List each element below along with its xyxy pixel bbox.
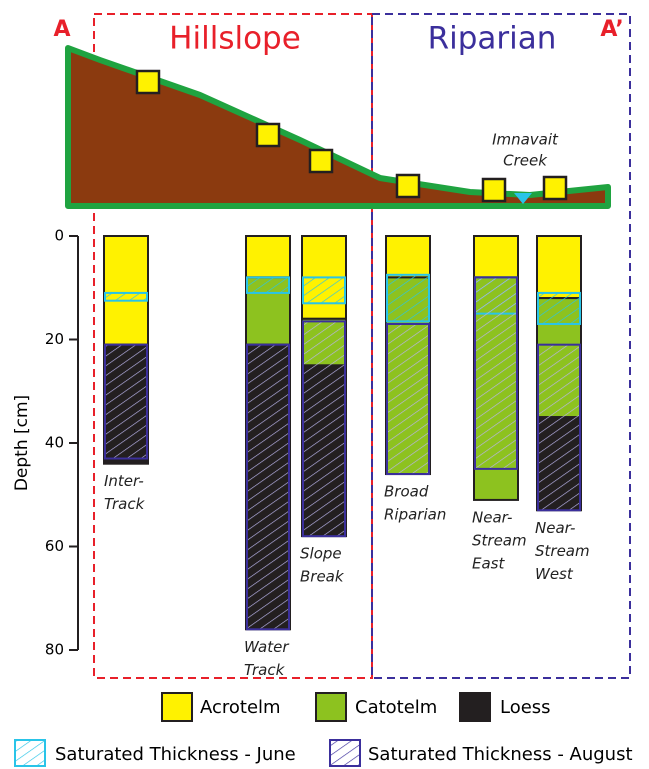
soil-layer (103, 235, 149, 346)
y-tick-label: 60 (45, 537, 64, 555)
saturated-thickness (104, 291, 148, 302)
legend-label: Catotelm (355, 697, 437, 718)
soil-layer (245, 235, 291, 279)
saturated-thickness (386, 322, 430, 476)
sites (135, 69, 568, 203)
y-tick-label: 0 (54, 227, 64, 245)
label-a-prime: A’ (600, 17, 623, 42)
legend-swatch (14, 739, 46, 767)
profile-label: East (472, 554, 505, 572)
soil-layer (473, 235, 519, 279)
profile-label: Slope (300, 545, 342, 563)
hillslope-box (93, 13, 373, 679)
profile-label: Broad (384, 483, 429, 501)
saturated-thickness (246, 276, 290, 294)
water-table (514, 193, 532, 204)
site (308, 148, 334, 174)
profile-label: Near- (535, 519, 575, 537)
profile-label: Inter- (104, 472, 144, 490)
hillslope-title: Hillslope (169, 21, 301, 57)
site (255, 122, 281, 148)
saturated-thickness (302, 276, 346, 305)
site (135, 69, 161, 95)
riparian-box (371, 13, 631, 679)
legend-swatch (329, 739, 361, 767)
y-tick-label: 20 (45, 330, 64, 348)
y-axis-title: Depth [cm] (12, 395, 32, 491)
hillslope-profile (65, 45, 611, 209)
site (542, 175, 568, 201)
saturated-thickness (104, 343, 148, 460)
saturated-thickness (537, 343, 581, 512)
saturated-thickness (474, 276, 518, 470)
legend-swatch (161, 692, 193, 722)
creek-label: Imnavait (492, 131, 559, 149)
site (481, 177, 507, 203)
profile-label: Stream (472, 531, 527, 549)
saturated-thickness (386, 273, 430, 323)
y-tick-label: 40 (45, 434, 64, 452)
legend-label: Saturated Thickness - June (55, 744, 296, 765)
y-tick-label: 80 (45, 641, 64, 659)
profile-label: Near- (472, 508, 512, 526)
profile-label: Water (244, 638, 289, 656)
riparian-title: Riparian (428, 21, 557, 57)
legend-swatch (315, 692, 347, 722)
profile-label: Track (244, 661, 286, 679)
profile-label: Riparian (384, 506, 446, 524)
saturated-thickness (246, 343, 290, 631)
profile-label: West (535, 565, 574, 583)
profile-label: Track (104, 495, 146, 513)
saturated-thickness (302, 320, 346, 538)
legend-label: Loess (500, 697, 551, 718)
profile-label: Break (300, 568, 345, 586)
creek-label: Creek (503, 152, 548, 170)
legend-label: Acrotelm (200, 697, 281, 718)
label-a: A (53, 17, 70, 42)
saturated-thickness (537, 291, 581, 325)
site (395, 173, 421, 199)
soil-layer (536, 235, 582, 300)
soil-layer (385, 235, 431, 279)
legend-label: Saturated Thickness - August (368, 744, 633, 765)
legend-swatch (459, 692, 491, 722)
profile-label: Stream (535, 542, 590, 560)
